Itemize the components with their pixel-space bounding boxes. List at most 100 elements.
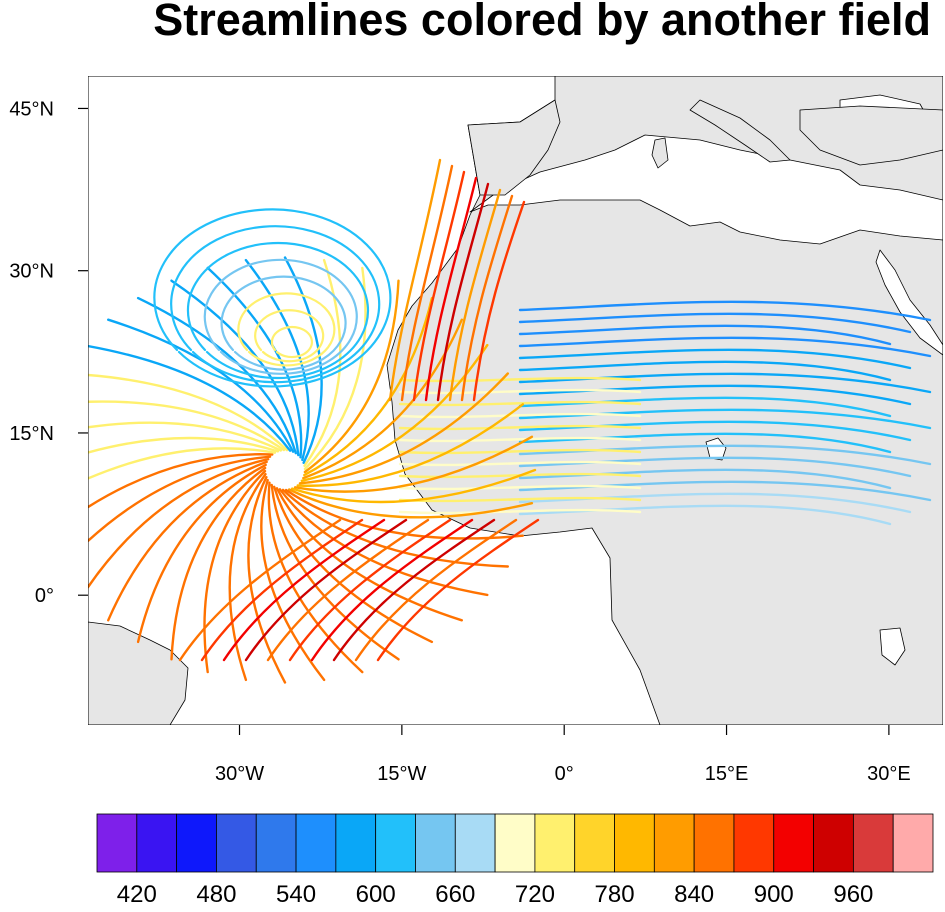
streamline <box>518 300 932 322</box>
sea-red <box>875 249 943 356</box>
colorbar-swatch <box>494 813 536 873</box>
streamline <box>518 420 912 442</box>
colorbar-swatch <box>216 813 257 873</box>
lat-tick-label: 15°N <box>9 423 54 445</box>
streamline <box>88 453 274 509</box>
streamline <box>228 473 267 682</box>
land-iberia <box>467 99 561 196</box>
streamline <box>275 487 463 622</box>
streamline <box>376 518 540 662</box>
colorbar-label: 840 <box>674 881 714 908</box>
streamline <box>398 424 642 431</box>
land-italy <box>689 99 791 163</box>
streamline <box>398 460 642 467</box>
streamline <box>203 258 358 375</box>
streamline <box>310 518 474 662</box>
lat-tick-label: 45°N <box>9 98 54 120</box>
streamline <box>288 488 534 519</box>
streamline <box>518 444 932 466</box>
streamline <box>518 468 892 490</box>
streamline <box>153 208 392 388</box>
plot-title: Streamlines colored by another field <box>153 0 931 45</box>
streamline <box>518 372 932 394</box>
colorbar-swatch <box>614 813 655 873</box>
land-greece-turkey <box>799 105 943 166</box>
streamline <box>518 504 892 526</box>
streamline <box>303 279 400 474</box>
streamline <box>88 421 282 452</box>
lake-victoria <box>879 627 906 666</box>
colorbar-swatch <box>534 813 576 873</box>
lat-tick-label: 30°N <box>9 261 54 283</box>
lon-tick-label: 0° <box>555 763 574 785</box>
streamline <box>88 400 286 452</box>
streamline <box>398 448 642 455</box>
streamline <box>518 480 932 502</box>
streamline <box>107 318 295 453</box>
colorbar-swatch <box>295 813 337 873</box>
lat-tick-label: 0° <box>35 585 54 607</box>
lon-tick-label: 15°E <box>705 763 749 785</box>
lon-tick-label: 30°W <box>215 763 264 785</box>
colorbar-label: 420 <box>117 881 157 908</box>
streamline <box>398 376 642 383</box>
streamline <box>400 164 454 402</box>
colorbar-label: 660 <box>435 881 475 908</box>
streamline <box>283 256 323 464</box>
streamline <box>170 225 381 384</box>
sea-mediterranean <box>469 134 943 245</box>
streamline <box>200 518 364 662</box>
streamline <box>518 492 912 514</box>
streamline <box>267 481 364 674</box>
streamline <box>300 343 489 482</box>
lake-chad <box>705 437 727 461</box>
colorbar-swatch <box>813 813 854 873</box>
streamline <box>220 275 347 371</box>
land-sardinia <box>651 137 669 169</box>
streamline <box>260 478 326 682</box>
streamline <box>244 518 408 662</box>
streamline <box>281 488 509 568</box>
streamline <box>254 309 325 363</box>
streamline <box>518 312 912 334</box>
streamlines <box>88 158 932 684</box>
colorbar-label: 600 <box>356 881 396 908</box>
streamline <box>412 170 466 402</box>
streamline <box>398 484 642 491</box>
streamline <box>293 435 534 493</box>
colorbar-label: 480 <box>196 881 236 908</box>
streamline <box>398 436 642 443</box>
colorbar-swatch <box>653 813 695 873</box>
colorbar: 420 480 540 600 660 720 780 840 900 960 <box>96 813 934 908</box>
streamline <box>518 456 912 478</box>
colorbar-swatch <box>375 813 416 873</box>
streamline <box>136 296 297 455</box>
colorbar-swatch <box>574 813 615 873</box>
colorbar-swatch <box>136 813 178 873</box>
colorbar-swatch <box>693 813 735 873</box>
lon-tick-label: 15°W <box>377 763 426 785</box>
colorbar-swatch <box>892 813 934 873</box>
streamline <box>398 496 642 503</box>
streamline <box>518 360 892 382</box>
land-south-america <box>88 621 189 725</box>
streamline <box>291 468 537 504</box>
streamline <box>518 432 892 454</box>
streamline <box>303 266 367 471</box>
streamline <box>518 396 892 418</box>
colorbar-swatch <box>415 813 456 873</box>
streamline <box>88 447 277 480</box>
streamline <box>170 279 300 457</box>
streamline <box>303 296 434 477</box>
colorbar-label: 780 <box>595 881 635 908</box>
streamline <box>296 403 524 487</box>
streamline <box>518 348 912 370</box>
streamline <box>186 241 370 380</box>
streamline <box>472 200 526 402</box>
streamline <box>448 188 502 402</box>
colorbar-swatch <box>852 813 894 873</box>
streamline <box>298 372 509 485</box>
streamline <box>170 466 267 661</box>
streamline <box>88 455 272 543</box>
